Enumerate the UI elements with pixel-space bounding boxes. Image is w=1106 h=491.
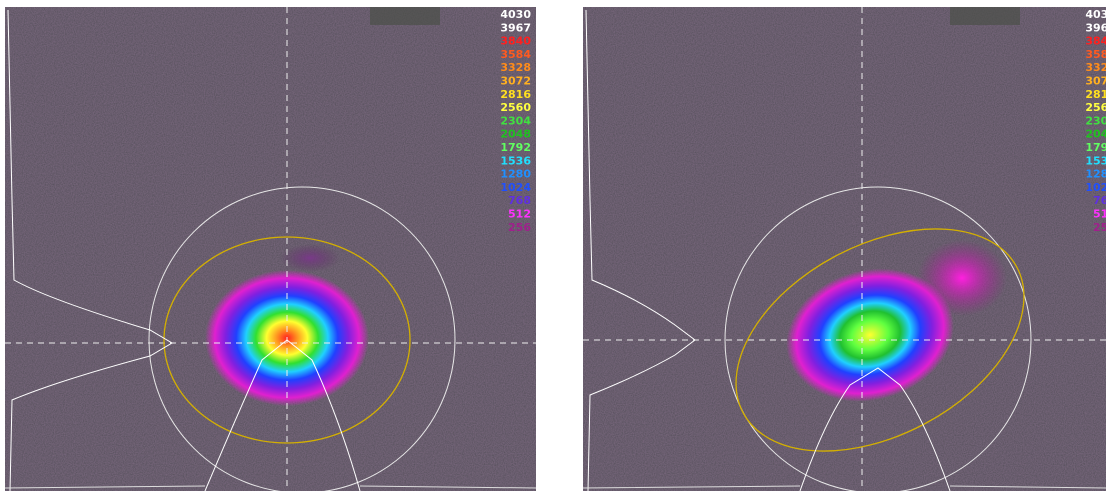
scale-level: 3840 [500,35,531,48]
scale-level: 3328 [500,61,531,74]
left-panel [5,7,536,491]
scale-level: 3072 [500,75,531,88]
scale-level: 3967 [1085,21,1106,34]
scale-level: 1280 [1085,168,1106,181]
scale-level: 1024 [500,181,531,194]
scale-level: 512 [508,208,531,221]
scale-level: 2560 [1085,101,1106,114]
scale-level: 2048 [1085,128,1106,141]
scale-level: 1536 [1085,154,1106,167]
scale-level: 4030 [500,8,531,21]
scale-level: 3072 [1085,75,1106,88]
scale-legend: 4030396738403584332830722816256023042048… [500,8,531,234]
scale-level: 1792 [500,141,531,154]
scale-level: 4030 [1085,8,1106,21]
scale-level: 768 [508,194,531,207]
scale-level: 512 [1093,208,1106,221]
scale-level: 256 [508,221,531,234]
scale-level: 256 [1093,221,1106,234]
scale-level: 2304 [500,114,531,127]
scale-level: 2304 [1085,114,1106,127]
scale-level: 3584 [500,48,531,61]
scale-level: 3840 [1085,35,1106,48]
scale-level: 3584 [1085,48,1106,61]
scale-level: 1792 [1085,141,1106,154]
scale-level: 2560 [500,101,531,114]
color-scales: 4030396738403584332830722816256023042048… [500,8,1106,234]
scale-level: 2048 [500,128,531,141]
scale-level: 3967 [500,21,531,34]
scale-legend: 4030396738403584332830722816256023042048… [1085,8,1106,234]
scale-level: 1024 [1085,181,1106,194]
scale-level: 2816 [500,88,531,101]
scale-level: 768 [1093,194,1106,207]
scale-level: 3328 [1085,61,1106,74]
right-panel [583,7,1106,491]
scale-level: 1280 [500,168,531,181]
scale-level: 1536 [500,154,531,167]
scale-level: 2816 [1085,88,1106,101]
